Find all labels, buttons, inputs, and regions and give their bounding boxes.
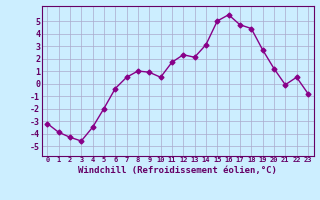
X-axis label: Windchill (Refroidissement éolien,°C): Windchill (Refroidissement éolien,°C) [78, 166, 277, 175]
